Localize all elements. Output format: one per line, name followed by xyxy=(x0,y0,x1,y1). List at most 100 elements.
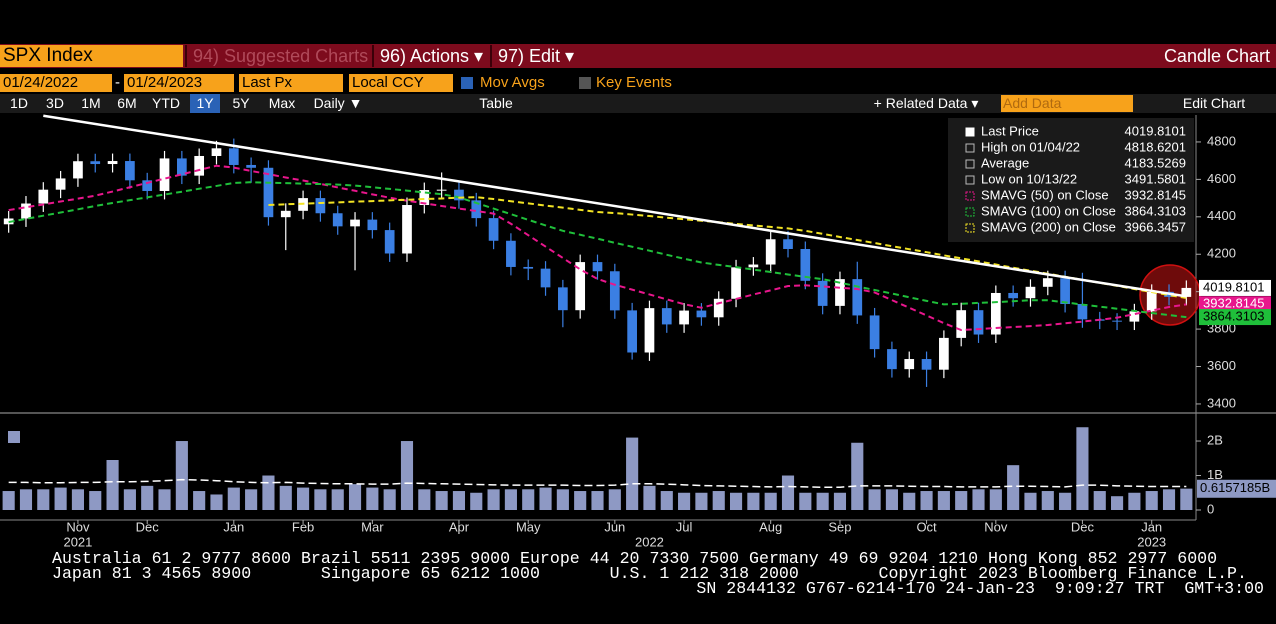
candle-body xyxy=(471,200,482,219)
legend-label: Average xyxy=(981,155,1029,170)
legend-value: 3491.5801 xyxy=(1125,171,1186,186)
checkbox-checked[interactable] xyxy=(461,77,473,89)
candle-body xyxy=(904,359,915,370)
menu-item[interactable]: 97) Edit ▾ xyxy=(490,45,576,67)
currency-select[interactable]: Local CCY xyxy=(349,74,453,92)
volume-bar xyxy=(1180,488,1193,510)
volume-bar xyxy=(1111,496,1124,510)
frequency-select[interactable]: Daily ▼ xyxy=(313,95,363,111)
volume-bar xyxy=(989,489,1002,510)
candle-body xyxy=(644,308,655,353)
volume-bar xyxy=(643,485,656,510)
moving-average-line xyxy=(8,164,1187,332)
period-button[interactable]: Max xyxy=(268,95,296,111)
candle-body xyxy=(956,310,967,338)
checkbox[interactable] xyxy=(579,77,591,89)
candle-body xyxy=(973,310,984,335)
volume-bar xyxy=(1093,491,1106,510)
last-value-tag: 3864.3103 xyxy=(1203,308,1264,323)
volume-bar xyxy=(747,492,760,510)
table-button[interactable]: Table xyxy=(479,95,513,111)
candle-body xyxy=(246,164,256,168)
candle-body xyxy=(921,359,932,370)
candle-body xyxy=(1008,292,1019,299)
key-events-toggle[interactable]: Key Events xyxy=(596,74,672,91)
legend-label: High on 01/04/22 xyxy=(981,139,1080,154)
volume-bar xyxy=(799,492,812,510)
period-button[interactable]: 1M xyxy=(81,95,101,111)
volume-bar xyxy=(245,489,258,510)
legend-label: SMAVG (50) on Close xyxy=(981,187,1109,202)
volume-bar xyxy=(903,492,916,510)
volume-bar xyxy=(556,489,569,510)
candle-body xyxy=(679,310,689,325)
volume-bar xyxy=(123,489,136,510)
candle-body xyxy=(990,292,1001,335)
volume-legend-value: 0.6157185B xyxy=(86,429,156,444)
legend-value: 3864.3103 xyxy=(1125,203,1186,218)
menu-item[interactable]: 94) Suggested Charts xyxy=(185,45,370,67)
candle-body xyxy=(454,189,464,201)
volume-bar xyxy=(1059,492,1072,510)
candle-body xyxy=(939,337,949,370)
volume-bar xyxy=(297,487,310,510)
volume-bar xyxy=(868,489,881,510)
footer: Australia 61 2 9777 8600 Brazil 5511 239… xyxy=(0,550,1276,624)
last-value-tag: 4019.8101 xyxy=(1203,279,1264,294)
candle-body xyxy=(609,271,620,311)
candle-body xyxy=(38,189,49,204)
candle-body xyxy=(817,280,828,306)
legend-value: 3966.3457 xyxy=(1125,219,1186,234)
x-tick-label: Nov xyxy=(66,519,90,534)
candle-body xyxy=(176,158,187,176)
start-date[interactable]: 01/24/2022 xyxy=(0,74,112,92)
edit-chart[interactable]: Edit Chart xyxy=(1182,95,1246,111)
candle-body xyxy=(436,189,447,191)
candle-body xyxy=(55,178,66,190)
y-tick-label: 3400 xyxy=(1207,395,1236,410)
mov-avgs-toggle[interactable]: Mov Avgs xyxy=(480,74,545,91)
title-bar xyxy=(0,44,1276,68)
candle-body xyxy=(592,262,603,272)
footer-line: SN 2844132 G767-6214-170 24-Jan-23 9:09:… xyxy=(696,579,1264,598)
volume-bar xyxy=(1162,489,1176,510)
y-tick-label: 4200 xyxy=(1207,246,1236,261)
add-data-field[interactable]: Add Data xyxy=(1001,95,1133,112)
period-button[interactable]: 1D xyxy=(10,95,28,111)
candle-body xyxy=(783,239,793,249)
end-date[interactable]: 01/24/2023 xyxy=(124,74,234,92)
period-button[interactable]: YTD xyxy=(152,95,180,111)
volume-bar xyxy=(470,492,483,510)
candle-body xyxy=(125,161,135,181)
candle-body xyxy=(350,219,360,227)
legend-value: 4818.6201 xyxy=(1125,139,1186,154)
candle-body xyxy=(90,161,101,165)
legend-label: SMAVG (200) on Close xyxy=(981,219,1116,234)
volume-last-tag: 0.6157185B xyxy=(1200,480,1270,495)
volume-bar xyxy=(331,489,344,510)
field-select[interactable]: Last Px xyxy=(239,74,343,92)
candle-body xyxy=(332,213,343,227)
volume-bar xyxy=(816,492,829,510)
menu-item[interactable]: 96) Actions ▾ xyxy=(372,45,488,67)
volume-bar xyxy=(418,489,431,510)
volume-bar xyxy=(175,441,188,510)
volume-bar xyxy=(1128,492,1141,510)
volume-bar xyxy=(487,489,500,510)
period-button[interactable]: 6M xyxy=(117,95,137,111)
period-button[interactable]: 1Y xyxy=(190,94,220,113)
candle-body xyxy=(1181,287,1192,297)
period-button[interactable]: 5Y xyxy=(232,95,250,111)
x-tick-label: Jun xyxy=(604,519,625,534)
volume-bar xyxy=(764,492,777,510)
volume-y-tick-label: 0 xyxy=(1207,501,1214,516)
ticker-field[interactable]: SPX Index xyxy=(0,45,183,67)
x-tick-label: Sep xyxy=(828,519,851,534)
period-button[interactable]: 3D xyxy=(46,95,64,111)
x-tick-label: Jan xyxy=(1141,519,1162,534)
legend-label: SMAVG (100) on Close xyxy=(981,203,1116,218)
last-value-tag-bg xyxy=(1199,309,1271,326)
last-value-tag: 3932.8145 xyxy=(1203,296,1264,311)
legend-swatch xyxy=(965,143,975,153)
related-data[interactable]: + Related Data ▾ xyxy=(873,95,979,111)
